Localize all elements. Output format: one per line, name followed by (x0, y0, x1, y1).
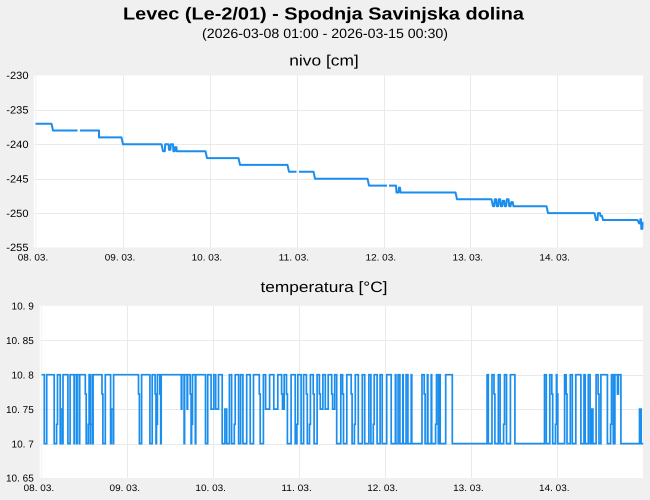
svg-text:10. 75: 10. 75 (6, 405, 34, 416)
svg-text:09. 03.: 09. 03. (110, 483, 141, 493)
svg-text:08. 03.: 08. 03. (18, 253, 49, 263)
svg-text:12. 03.: 12. 03. (367, 483, 398, 493)
svg-text:11. 03.: 11. 03. (281, 483, 312, 493)
svg-text:10. 9: 10. 9 (12, 302, 35, 313)
svg-text:10. 65: 10. 65 (6, 474, 34, 485)
svg-text:09. 03.: 09. 03. (105, 253, 136, 263)
svg-text:10. 7: 10. 7 (12, 439, 35, 450)
svg-text:13. 03.: 13. 03. (453, 483, 484, 493)
svg-text:Levec (Le-2/01) - Spodnja Savi: Levec (Le-2/01) - Spodnja Savinjska doli… (123, 4, 524, 24)
svg-text:-240: -240 (6, 139, 28, 151)
svg-text:-255: -255 (6, 242, 28, 254)
svg-text:-250: -250 (6, 208, 28, 220)
svg-text:08. 03.: 08. 03. (24, 483, 55, 493)
svg-text:10. 85: 10. 85 (6, 336, 34, 347)
svg-text:14. 03.: 14. 03. (539, 253, 570, 263)
svg-text:-235: -235 (6, 105, 28, 117)
svg-text:14. 03.: 14. 03. (539, 483, 570, 493)
svg-text:-230: -230 (6, 70, 28, 82)
svg-text:10. 03.: 10. 03. (192, 253, 223, 263)
svg-text:-245: -245 (6, 173, 28, 185)
svg-text:(2026-03-08 01:00 - 2026-03-15: (2026-03-08 01:00 - 2026-03-15 00:30) (202, 26, 448, 41)
svg-text:13. 03.: 13. 03. (453, 253, 484, 263)
svg-text:12. 03.: 12. 03. (366, 253, 397, 263)
svg-text:nivo [cm]: nivo [cm] (289, 53, 359, 70)
svg-text:temperatura [°C]: temperatura [°C] (261, 279, 388, 296)
svg-text:10. 03.: 10. 03. (195, 483, 226, 493)
svg-text:11. 03.: 11. 03. (279, 253, 310, 263)
svg-text:10. 8: 10. 8 (12, 370, 35, 381)
